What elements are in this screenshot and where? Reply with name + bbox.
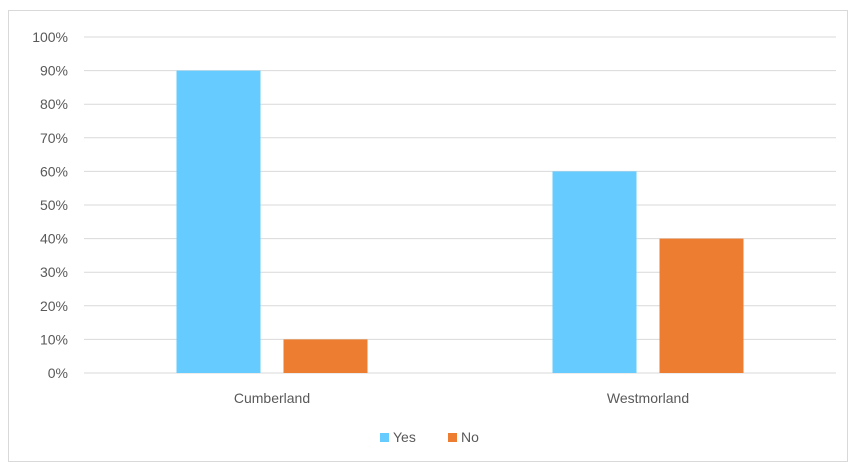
- x-tick-label: Cumberland: [234, 390, 310, 406]
- x-tick-label: Westmorland: [607, 390, 689, 406]
- y-tick-label: 20%: [40, 298, 68, 314]
- y-tick-label: 10%: [40, 331, 68, 347]
- y-tick-label: 30%: [40, 264, 68, 280]
- y-tick-label: 90%: [40, 63, 68, 79]
- legend: Yes No: [380, 429, 479, 445]
- bar-yes-cumberland: [176, 70, 261, 373]
- x-axis-tick-labels: Cumberland Westmorland: [234, 390, 689, 406]
- legend-swatch-yes: [380, 433, 389, 442]
- bar-no-cumberland: [283, 339, 368, 373]
- bar-no-westmorland: [659, 238, 744, 373]
- legend-label-yes: Yes: [393, 429, 416, 445]
- y-tick-label: 100%: [32, 29, 68, 45]
- y-tick-label: 70%: [40, 130, 68, 146]
- bar-yes-westmorland: [552, 171, 637, 373]
- y-tick-label: 40%: [40, 231, 68, 247]
- y-axis-tick-labels: 0% 10% 20% 30% 40% 50% 60% 70% 80% 90% 100%: [32, 29, 68, 381]
- y-tick-label: 80%: [40, 96, 68, 112]
- y-tick-label: 60%: [40, 163, 68, 179]
- y-tick-label: 0%: [48, 365, 68, 381]
- bars: [176, 70, 744, 373]
- y-tick-label: 50%: [40, 197, 68, 213]
- chart-area: [8, 10, 848, 462]
- legend-label-no: No: [461, 429, 479, 445]
- legend-swatch-no: [448, 433, 457, 442]
